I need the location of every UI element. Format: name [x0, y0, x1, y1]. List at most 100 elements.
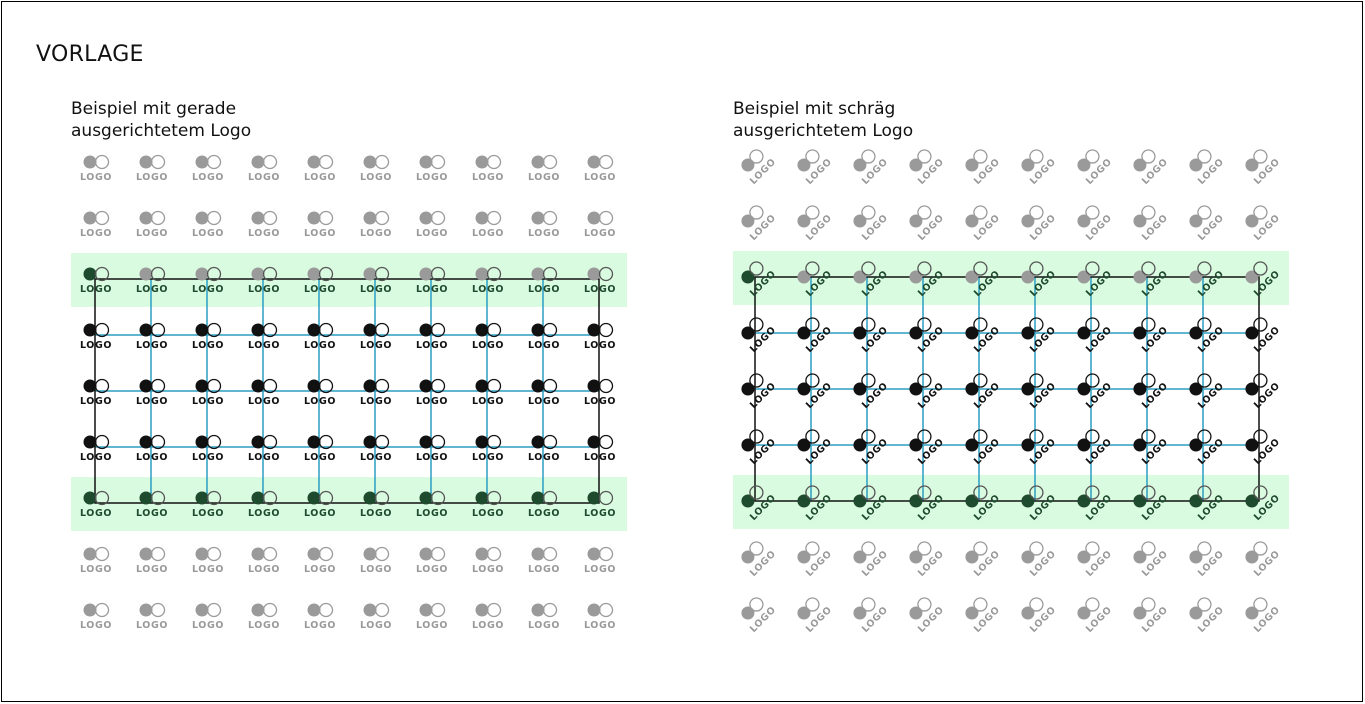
logo-filled-circle-icon	[1077, 382, 1091, 396]
logo-instance: LOGO	[472, 602, 503, 630]
logo-outline-circle-icon	[1253, 149, 1268, 164]
logo-filled-circle-icon	[139, 603, 153, 617]
logo-outline-circle-icon	[486, 154, 502, 170]
logo-filled-circle-icon	[797, 214, 811, 228]
logo-outline-circle-icon	[805, 149, 820, 164]
logo-text: LOGO	[472, 228, 504, 239]
logo-filled-circle-icon	[307, 603, 321, 617]
logo-outline-circle-icon	[598, 154, 614, 170]
logo-instance: LOGO	[1245, 149, 1282, 187]
logo-outline-circle-icon	[374, 434, 390, 450]
logo-outline-circle-icon	[805, 429, 820, 444]
logo-instance: LOGO	[528, 266, 559, 295]
logo-outline-circle-icon	[430, 322, 446, 338]
logo-text: LOGO	[80, 172, 112, 183]
logo-instance: LOGO	[136, 434, 167, 463]
logo-text: LOGO	[472, 172, 504, 183]
logo-outline-circle-icon	[318, 378, 334, 394]
logo-outline-circle-icon	[917, 485, 932, 500]
logo-outline-circle-icon	[262, 210, 278, 226]
logo-filled-circle-icon	[419, 547, 433, 561]
logo-instance: LOGO	[1189, 541, 1226, 579]
logo-instance: LOGO	[192, 154, 223, 183]
logo-instance: LOGO	[584, 210, 615, 239]
logo-filled-circle-icon	[853, 438, 867, 452]
logo-outline-circle-icon	[94, 434, 110, 450]
logo-outline-circle-icon	[1029, 373, 1044, 388]
logo-outline-circle-icon	[1029, 205, 1044, 220]
logo-outline-circle-icon	[861, 205, 876, 220]
logo-instance: LOGO	[1021, 429, 1058, 467]
logo-filled-circle-icon	[587, 379, 601, 393]
logo-filled-circle-icon	[419, 435, 433, 449]
logo-text: LOGO	[528, 508, 560, 519]
logo-outline-circle-icon	[861, 261, 876, 276]
logo-filled-circle-icon	[1245, 606, 1259, 620]
logo-outline-circle-icon	[486, 210, 502, 226]
logo-filled-circle-icon	[1189, 494, 1203, 508]
logo-instance: LOGO	[1077, 205, 1114, 243]
logo-instance: LOGO	[360, 546, 391, 575]
logo-outline-circle-icon	[94, 266, 110, 282]
logo-outline-circle-icon	[542, 602, 558, 618]
logo-filled-circle-icon	[1245, 550, 1259, 564]
logo-outline-circle-icon	[1253, 205, 1268, 220]
logo-text: LOGO	[80, 564, 112, 575]
logo-text: LOGO	[80, 228, 112, 239]
logo-filled-circle-icon	[195, 155, 209, 169]
logo-outline-circle-icon	[150, 602, 166, 618]
logo-instance: LOGO	[853, 317, 890, 355]
logo-outline-circle-icon	[1029, 149, 1044, 164]
logo-filled-circle-icon	[139, 323, 153, 337]
logo-outline-circle-icon	[374, 602, 390, 618]
logo-instance: LOGO	[1133, 541, 1170, 579]
straight-logo-pattern: LOGO LOGO LOGO LOGO LOGO LOGO LOGO LOGO LOGO LOGO…	[71, 154, 627, 630]
logo-filled-circle-icon	[909, 270, 923, 284]
logo-outline-circle-icon	[1085, 205, 1100, 220]
logo-instance: LOGO	[248, 154, 279, 183]
logo-outline-circle-icon	[1085, 317, 1100, 332]
logo-filled-circle-icon	[797, 382, 811, 396]
logo-filled-circle-icon	[1245, 438, 1259, 452]
logo-instance: LOGO	[360, 266, 391, 295]
logo-filled-circle-icon	[83, 211, 97, 225]
logo-instance: LOGO	[136, 266, 167, 295]
logo-filled-circle-icon	[251, 267, 265, 281]
logo-outline-circle-icon	[542, 266, 558, 282]
logo-text: LOGO	[528, 396, 560, 407]
logo-instance: LOGO	[360, 602, 391, 630]
logo-instance: LOGO	[1245, 317, 1282, 355]
logo-filled-circle-icon	[1189, 438, 1203, 452]
logo-filled-circle-icon	[475, 491, 489, 505]
logo-filled-circle-icon	[419, 155, 433, 169]
logo-outline-circle-icon	[94, 378, 110, 394]
logo-outline-circle-icon	[262, 434, 278, 450]
logo-filled-circle-icon	[965, 382, 979, 396]
logo-outline-circle-icon	[1253, 317, 1268, 332]
logo-text: LOGO	[472, 452, 504, 463]
logo-instance: LOGO	[248, 210, 279, 239]
logo-instance: LOGO	[1189, 205, 1226, 243]
logo-instance: LOGO	[528, 210, 559, 239]
logo-text: LOGO	[248, 284, 280, 295]
logo-filled-circle-icon	[1245, 382, 1259, 396]
logo-filled-circle-icon	[83, 267, 97, 281]
logo-filled-circle-icon	[195, 267, 209, 281]
logo-outline-circle-icon	[805, 597, 820, 612]
logo-instance: LOGO	[416, 210, 447, 239]
logo-filled-circle-icon	[1245, 214, 1259, 228]
logo-outline-circle-icon	[1197, 597, 1212, 612]
logo-instance: LOGO	[1189, 317, 1226, 355]
logo-outline-circle-icon	[598, 266, 614, 282]
logo-filled-circle-icon	[587, 211, 601, 225]
logo-filled-circle-icon	[965, 438, 979, 452]
logo-outline-circle-icon	[973, 261, 988, 276]
logo-outline-circle-icon	[262, 602, 278, 618]
straight-example-label-line-1: Beispiel mit gerade	[71, 99, 237, 119]
logo-outline-circle-icon	[262, 322, 278, 338]
logo-outline-circle-icon	[1253, 373, 1268, 388]
logo-outline-circle-icon	[150, 378, 166, 394]
logo-outline-circle-icon	[861, 317, 876, 332]
logo-filled-circle-icon	[797, 438, 811, 452]
logo-outline-circle-icon	[1085, 485, 1100, 500]
